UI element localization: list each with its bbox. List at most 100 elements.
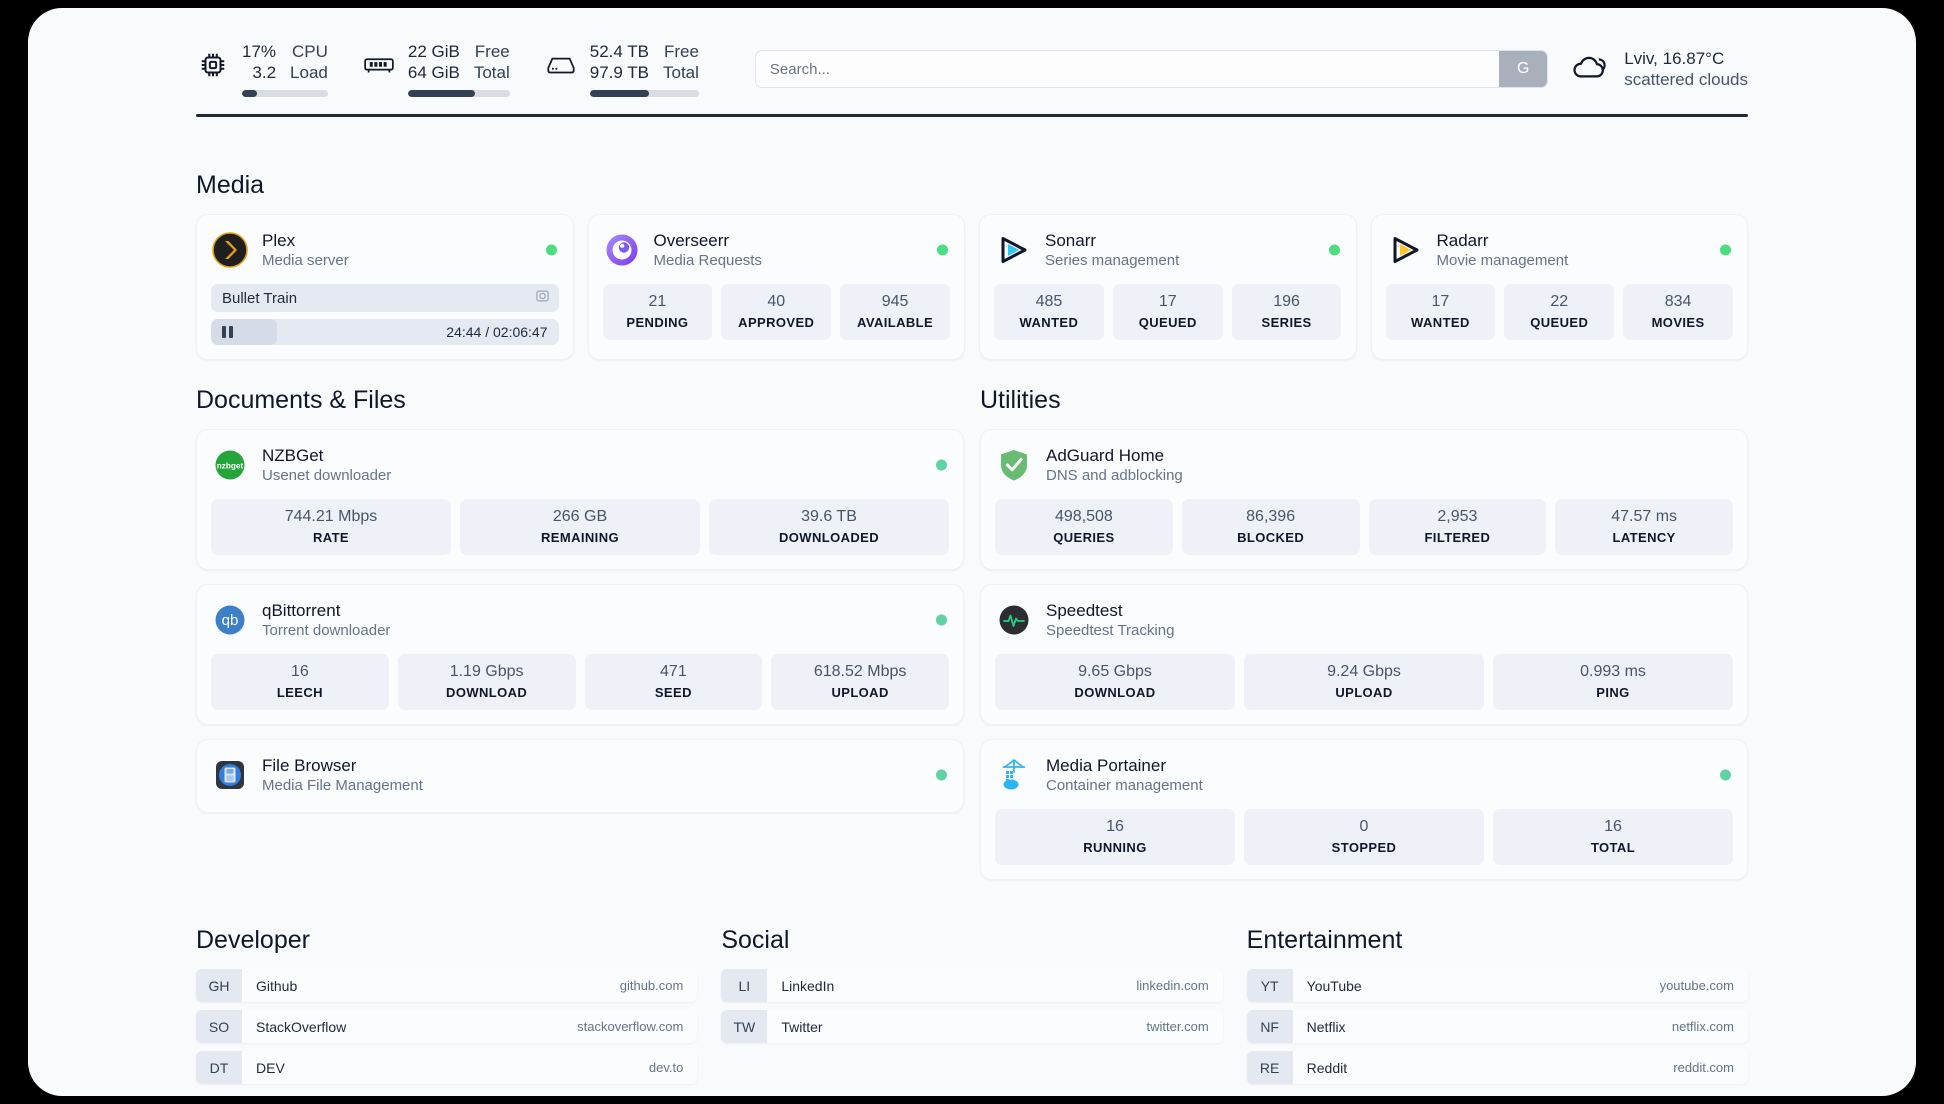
stat-tile: 16 LEECH (211, 654, 389, 710)
stat-tile: 17 QUEUED (1112, 284, 1223, 340)
bookmark-list: YT YouTube youtube.com NF Netflix netfli… (1246, 969, 1748, 1084)
card-header: Media Portainer Container management (995, 752, 1733, 798)
memory-usage-bar (407, 90, 510, 97)
service-name: Speedtest (1046, 601, 1123, 620)
service-name: File Browser (262, 756, 357, 775)
stat-label: PENDING (626, 315, 689, 330)
weather-condition: scattered clouds (1624, 70, 1748, 89)
stat-tile: 618.52 Mbps UPLOAD (771, 654, 949, 710)
stat-tile: 22 QUEUED (1504, 284, 1615, 340)
search-area: G (754, 50, 1549, 88)
bookmark-abbr: NF (1246, 1010, 1293, 1043)
cast-icon[interactable] (535, 289, 550, 308)
weather-location-temp: Lviv, 16.87°C (1624, 49, 1725, 68)
stat-value: 16 (1604, 818, 1622, 835)
service-subtitle: Series management (1045, 252, 1180, 269)
utilities-section-title: Utilities (980, 386, 1061, 414)
stat-tiles: 21 PENDING 40 APPROVED 945 AVAILABLE (602, 284, 951, 340)
bookmark-label: LinkedIn (781, 977, 835, 994)
bookmark-url: youtube.com (1659, 978, 1734, 993)
stat-tiles: 16 LEECH 1.19 Gbps DOWNLOAD 471 SEED (211, 654, 949, 710)
bookmark-group-title: Developer (196, 926, 310, 954)
utilities-section: Utilities AdGuard Home (980, 386, 1748, 880)
stat-value: 1.19 Gbps (449, 663, 524, 680)
disk-stat: 52.4 TB 97.9 TB Free Total (544, 41, 699, 97)
bookmarks-area: Developer GH Github github.com SO StackO… (196, 926, 1748, 1084)
stat-label: WANTED (1411, 315, 1470, 330)
stat-value: 86,396 (1246, 508, 1296, 525)
dashboard-page: 17% 3.2 CPU Load (28, 8, 1916, 1096)
stat-tile: 945 AVAILABLE (840, 284, 950, 340)
overseerr-logo-icon (603, 231, 641, 269)
stat-label: BLOCKED (1237, 530, 1305, 545)
speedtest-logo-icon (995, 601, 1033, 639)
stat-value: 16 (290, 663, 309, 680)
service-name: Overseerr (653, 231, 730, 250)
bookmark-item-youtube[interactable]: YT YouTube youtube.com (1246, 969, 1748, 1002)
stat-value: 40 (767, 293, 786, 310)
stat-tile: 0 STOPPED (1244, 809, 1484, 865)
stat-label: DOWNLOADED (778, 530, 880, 545)
nzbget-logo-icon: nzbget (211, 446, 249, 484)
search-submit-button[interactable]: G (1499, 51, 1548, 87)
stat-label: TOTAL (1590, 840, 1636, 855)
stat-label: DOWNLOAD (446, 685, 528, 700)
service-card-overseerr[interactable]: Overseerr Media Requests 21 PENDING 40 A… (587, 214, 965, 360)
sonarr-logo-icon (994, 231, 1032, 269)
disk-icon (544, 48, 578, 82)
service-card-radarr[interactable]: Radarr Movie management 17 WANTED 22 QUE… (1370, 214, 1748, 360)
media-section-title: Media (196, 171, 265, 199)
stat-label: QUERIES (1053, 530, 1115, 545)
stat-value: 744.21 Mbps (284, 508, 378, 525)
bookmark-abbr: TW (721, 1010, 768, 1043)
stat-label: AVAILABLE (857, 315, 934, 330)
bookmark-item-twitter[interactable]: TW Twitter twitter.com (721, 1010, 1223, 1043)
stat-tiles: 9.65 Gbps DOWNLOAD 9.24 Gbps UPLOAD 0.99… (995, 654, 1733, 710)
service-card-adguard-home[interactable]: AdGuard Home DNS and adblocking 498,508 … (980, 429, 1748, 570)
stat-label: SERIES (1261, 315, 1312, 330)
stat-label: WANTED (1019, 315, 1079, 330)
cpu-label-bottom: Load (290, 63, 328, 82)
bookmark-abbr: LI (721, 969, 768, 1002)
stat-value: 17 (1158, 293, 1177, 310)
stat-value: 17 (1431, 293, 1450, 310)
stat-value: 196 (1273, 293, 1300, 310)
cloud-icon (1570, 52, 1610, 87)
bookmark-url: dev.to (648, 1060, 684, 1075)
service-card-media-portainer[interactable]: Media Portainer Container management 16 … (980, 739, 1748, 880)
plex-time-display: 24:44 / 02:06:47 (446, 324, 548, 340)
memory-label-bottom: Total (473, 63, 510, 82)
stat-tile: 17 WANTED (1385, 284, 1496, 340)
service-card-speedtest[interactable]: Speedtest Speedtest Tracking 9.65 Gbps D… (980, 584, 1748, 725)
bookmark-url: linkedin.com (1136, 978, 1209, 993)
bookmark-item-github[interactable]: GH Github github.com (196, 969, 698, 1002)
stat-label: RUNNING (1083, 840, 1147, 855)
bookmark-item-linkedin[interactable]: LI LinkedIn linkedin.com (721, 969, 1223, 1002)
documents-card-list: nzbget NZBGet Usenet downloader 74 (196, 429, 964, 813)
search-box[interactable]: G (754, 50, 1549, 88)
card-header: qb qBittorrent Torrent downloader (211, 597, 949, 643)
service-card-sonarr[interactable]: Sonarr Series management 485 WANTED 17 Q… (979, 214, 1357, 360)
status-indicator-online (1328, 244, 1340, 256)
bookmark-url: twitter.com (1146, 1019, 1209, 1034)
bookmark-item-dev[interactable]: DT DEV dev.to (196, 1051, 698, 1084)
bookmark-group-social: Social LI LinkedIn linkedin.com TW Twitt… (721, 926, 1223, 1084)
stat-label: QUEUED (1138, 315, 1197, 330)
stat-label: DOWNLOAD (1074, 685, 1156, 700)
pause-icon[interactable] (222, 326, 233, 338)
service-card-nzbget[interactable]: nzbget NZBGet Usenet downloader 74 (196, 429, 964, 570)
bookmark-item-netflix[interactable]: NF Netflix netflix.com (1246, 1010, 1748, 1043)
service-card-qbittorrent[interactable]: qb qBittorrent Torrent downloader (196, 584, 964, 725)
stat-tile: 0.993 ms PING (1493, 654, 1733, 710)
status-indicator-online (937, 244, 948, 256)
bookmark-item-reddit[interactable]: RE Reddit reddit.com (1246, 1051, 1748, 1084)
service-card-filebrowser[interactable]: File Browser Media File Management (196, 739, 964, 813)
card-header: Overseerr Media Requests (603, 227, 951, 273)
service-card-plex[interactable]: Plex Media server Bullet Train (196, 214, 574, 360)
plex-progress-bar[interactable]: 24:44 / 02:06:47 (211, 319, 559, 345)
stat-value: 39.6 TB (801, 508, 857, 525)
search-input[interactable] (755, 51, 1500, 87)
bookmark-item-stackoverflow[interactable]: SO StackOverflow stackoverflow.com (196, 1010, 698, 1043)
memory-free: 22 GiB (407, 42, 460, 61)
portainer-logo-icon (995, 756, 1033, 794)
